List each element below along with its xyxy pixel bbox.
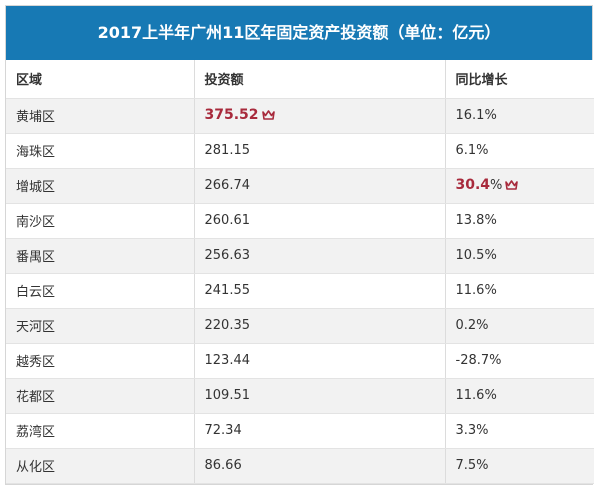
cell-investment: 256.63: [194, 238, 446, 274]
cell-growth: -28.7%: [445, 343, 594, 379]
top-investment-value: 375.52: [204, 107, 259, 123]
cell-investment: 220.35: [194, 308, 446, 344]
cell-district: 从化区: [6, 448, 195, 484]
table-row: 番禺区 256.63 10.5%: [6, 238, 594, 274]
cell-district: 黄埔区: [6, 98, 195, 134]
cell-district: 天河区: [6, 308, 195, 344]
table-row: 从化区 86.66 7.5%: [6, 448, 594, 484]
cell-growth: 11.6%: [445, 273, 594, 309]
crown-icon: [261, 109, 275, 124]
cell-district: 越秀区: [6, 343, 195, 379]
cell-investment: 375.52: [194, 98, 446, 134]
investment-table-panel: 2017上半年广州11区年固定资产投资额（单位：亿元） 区域 投资额 同比增长 …: [5, 5, 594, 485]
cell-district: 白云区: [6, 273, 195, 309]
cell-district: 荔湾区: [6, 413, 195, 449]
top-growth-unit: %: [490, 178, 503, 193]
cell-investment: 281.15: [194, 133, 446, 169]
cell-investment: 123.44: [194, 343, 446, 379]
cell-growth: 0.2%: [445, 308, 594, 344]
header-district: 区域: [6, 60, 195, 99]
table-header-row: 区域 投资额 同比增长: [6, 60, 594, 99]
cell-investment: 72.34: [194, 413, 446, 449]
cell-district: 番禺区: [6, 238, 195, 274]
cell-district: 花都区: [6, 378, 195, 414]
table-row: 越秀区 123.44 -28.7%: [6, 343, 594, 379]
table-row: 南沙区 260.61 13.8%: [6, 203, 594, 239]
cell-investment: 109.51: [194, 378, 446, 414]
table-row: 海珠区 281.15 6.1%: [6, 133, 594, 169]
table-row: 白云区 241.55 11.6%: [6, 273, 594, 309]
cell-growth: 3.3%: [445, 413, 594, 449]
cell-growth: 10.5%: [445, 238, 594, 274]
cell-investment: 241.55: [194, 273, 446, 309]
cell-district: 海珠区: [6, 133, 195, 169]
cell-investment: 86.66: [194, 448, 446, 484]
crown-icon: [505, 179, 519, 194]
table-row: 黄埔区 375.52 16.1%: [6, 98, 594, 134]
table-title: 2017上半年广州11区年固定资产投资额（单位：亿元）: [6, 6, 592, 60]
table-row: 增城区 266.74 30.4%: [6, 168, 594, 204]
cell-district: 增城区: [6, 168, 195, 204]
cell-growth: 30.4%: [445, 168, 594, 204]
cell-growth: 11.6%: [445, 378, 594, 414]
top-growth-value: 30.4: [455, 177, 491, 193]
cell-growth: 6.1%: [445, 133, 594, 169]
header-investment: 投资额: [194, 60, 446, 99]
cell-growth: 7.5%: [445, 448, 594, 484]
cell-investment: 266.74: [194, 168, 446, 204]
cell-investment: 260.61: [194, 203, 446, 239]
table-row: 花都区 109.51 11.6%: [6, 378, 594, 414]
header-growth: 同比增长: [445, 60, 594, 99]
cell-growth: 16.1%: [445, 98, 594, 134]
table-row: 荔湾区 72.34 3.3%: [6, 413, 594, 449]
investment-table: 区域 投资额 同比增长 黄埔区 375.52 16.1% 海珠区 281.15 …: [6, 60, 594, 484]
table-row: 天河区 220.35 0.2%: [6, 308, 594, 344]
cell-growth: 13.8%: [445, 203, 594, 239]
cell-district: 南沙区: [6, 203, 195, 239]
